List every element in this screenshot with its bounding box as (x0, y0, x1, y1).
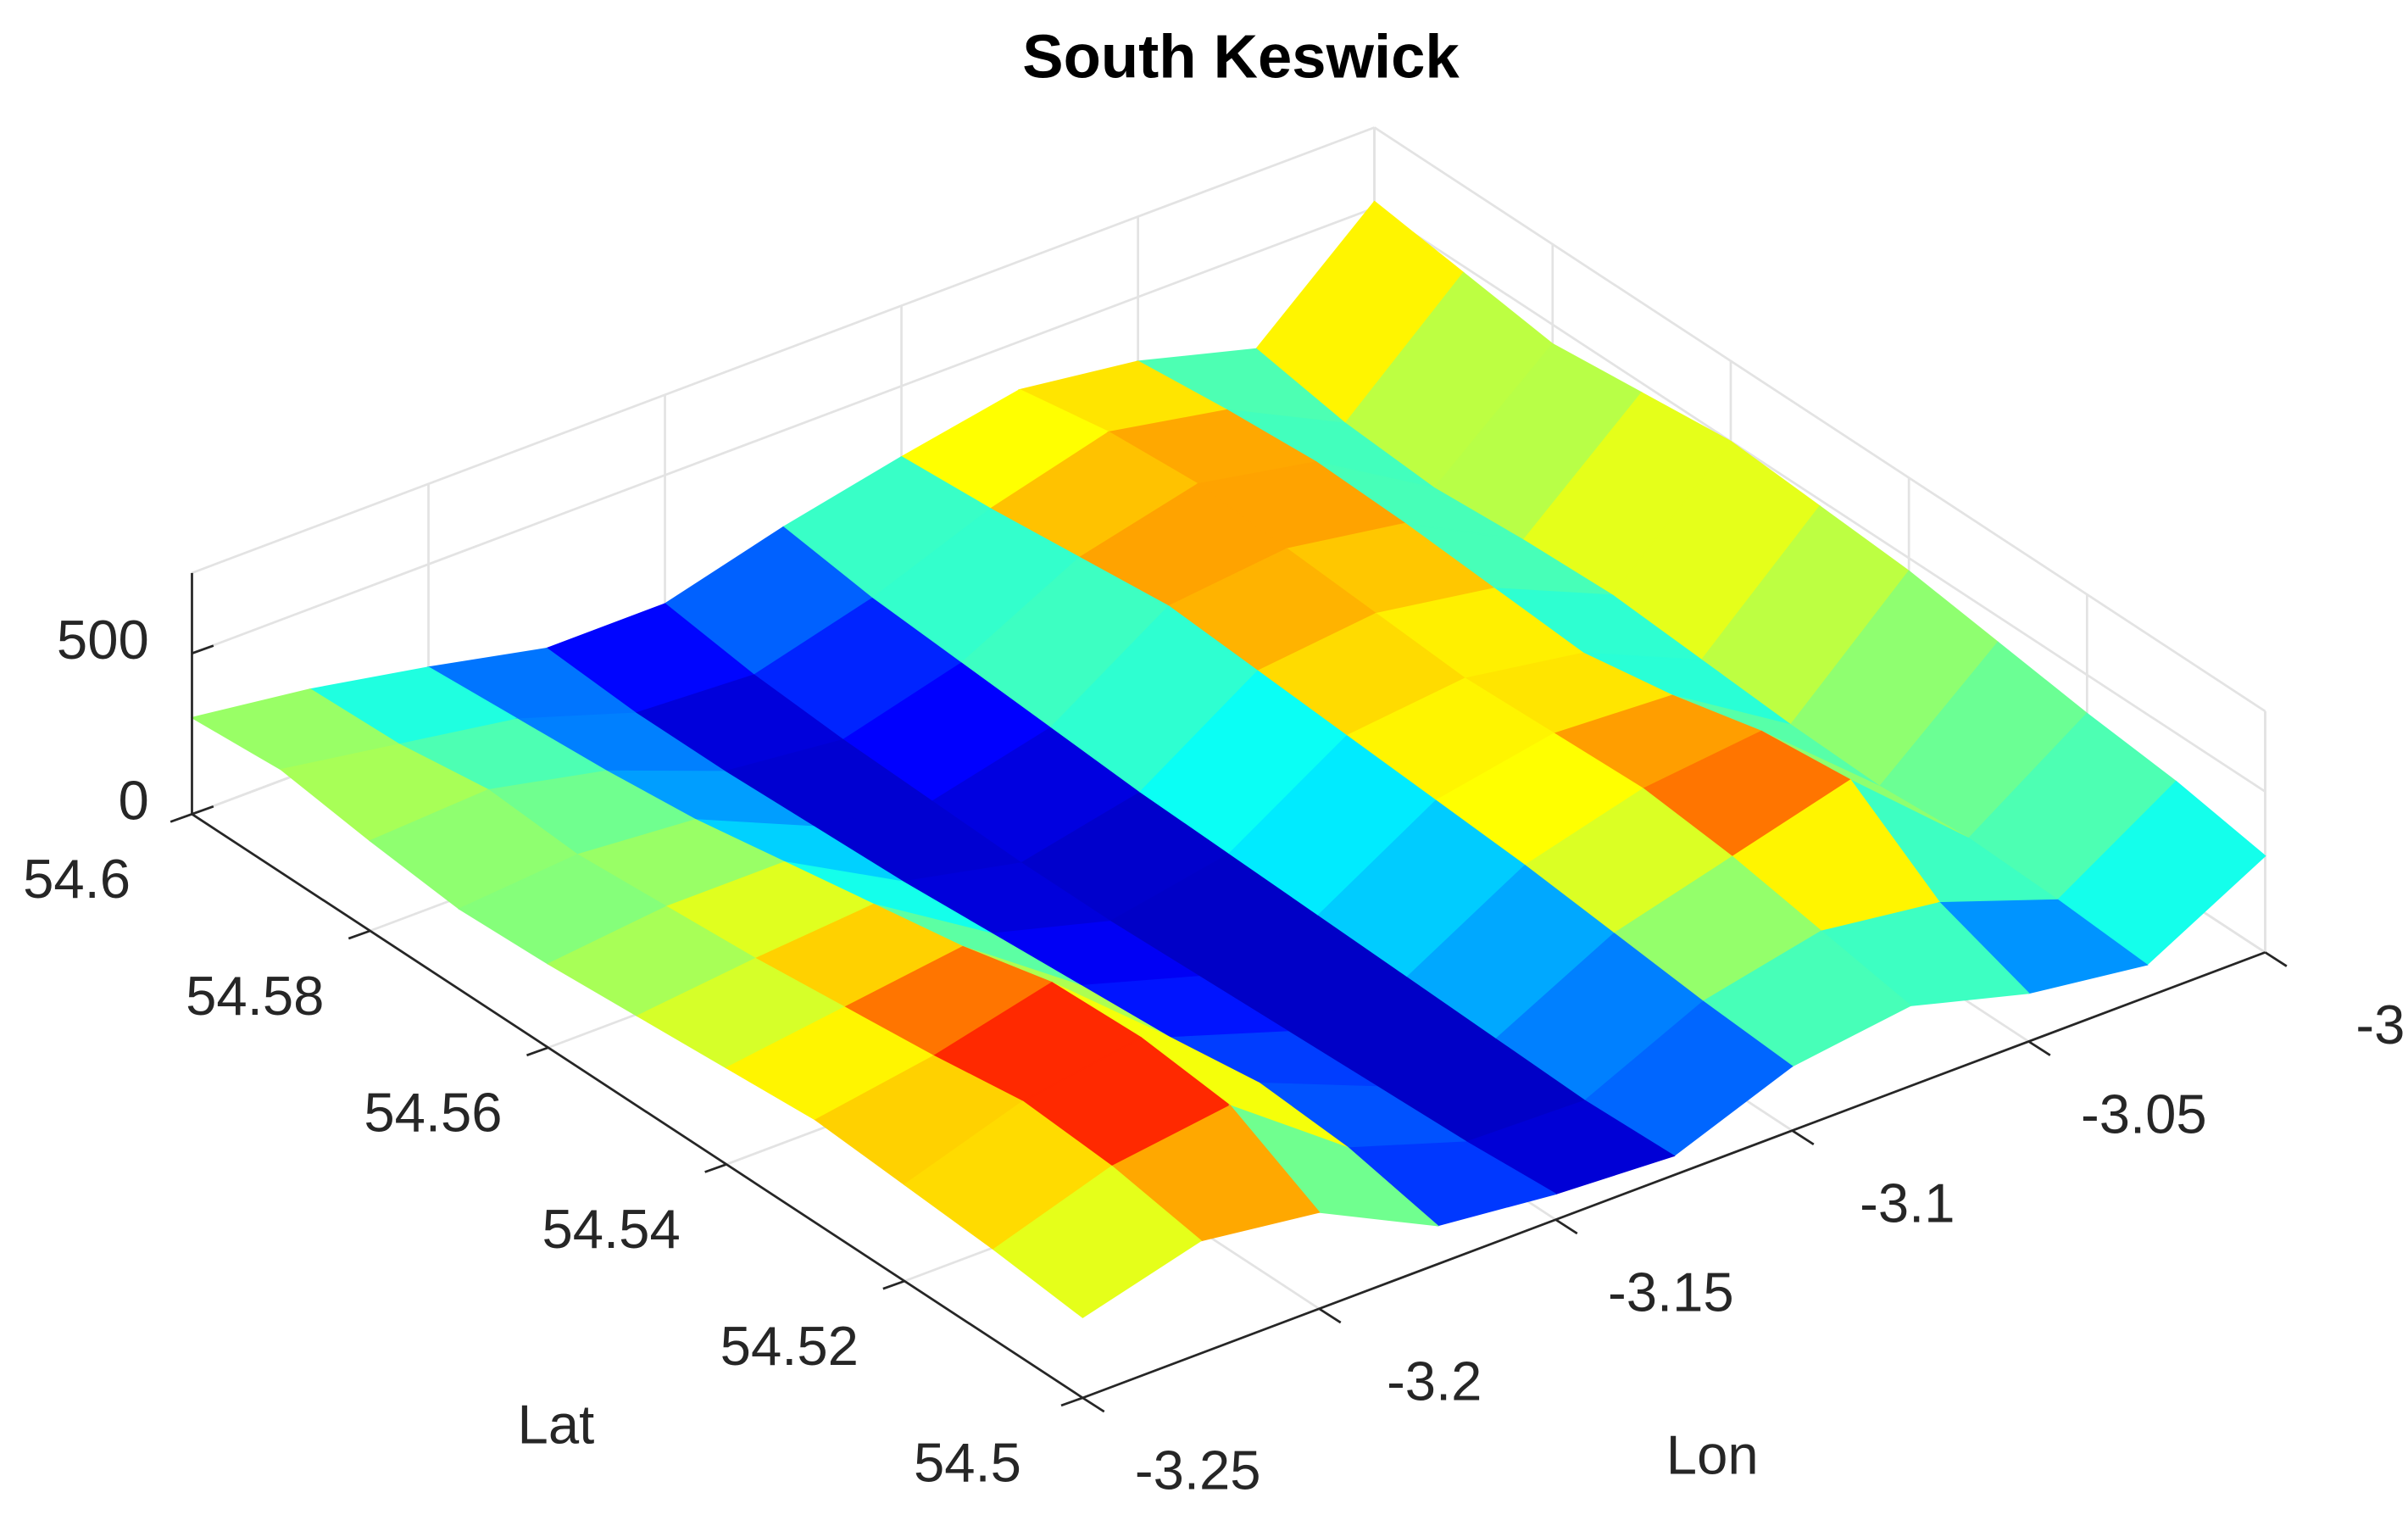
x-tick-label: -3.15 (1608, 1261, 1734, 1323)
x-axis (1082, 951, 2266, 1400)
x-tick (1791, 1129, 1815, 1146)
x-tick-label: -3.1 (1860, 1172, 1955, 1233)
y-tick-label: 54.5 (914, 1432, 1021, 1494)
x-tick (2264, 951, 2288, 967)
y-axis (191, 813, 1084, 1399)
z-tick (192, 805, 214, 816)
surface-patch (993, 1165, 1203, 1318)
y-tick (526, 1046, 549, 1057)
x-tick (2027, 1040, 2051, 1056)
grid-line (192, 206, 1376, 654)
z-tick (192, 644, 214, 654)
z-tick-label: 500 (57, 609, 149, 671)
surface (190, 200, 2266, 1318)
y-tick-label: 54.54 (542, 1198, 681, 1260)
y-tick-label: 54.6 (23, 848, 131, 910)
y-tick (170, 813, 192, 823)
y-tick-label: 54.52 (720, 1315, 859, 1377)
x-axis-label: Lon (1666, 1424, 1759, 1486)
x-tick (1082, 1396, 1105, 1413)
y-tick (704, 1163, 727, 1173)
y-tick (348, 929, 371, 940)
chart-title: South Keswick (1022, 23, 1460, 92)
y-tick (1060, 1396, 1083, 1407)
grid-line (1373, 207, 2266, 793)
y-tick (882, 1279, 905, 1290)
box-edge (192, 126, 1376, 575)
y-axis-label: Lat (518, 1393, 595, 1455)
y-tick-label: 54.58 (186, 965, 324, 1027)
x-tick-label: -3 (2355, 994, 2405, 1055)
y-tick-label: 54.56 (364, 1081, 502, 1143)
axes: -3.25 -3.2 -3.15 -3.1 -3.05 -3 54.5 54.52 54.54 5… (23, 572, 2405, 1501)
z-tick-label: 0 (118, 770, 148, 832)
x-tick (1318, 1307, 1342, 1324)
box-edge (1373, 126, 2266, 713)
x-tick-label: -3.2 (1387, 1350, 1482, 1412)
x-tick (1554, 1218, 1578, 1235)
x-tick-label: -3.05 (2081, 1083, 2207, 1144)
x-tick-label: -3.25 (1135, 1440, 1261, 1501)
